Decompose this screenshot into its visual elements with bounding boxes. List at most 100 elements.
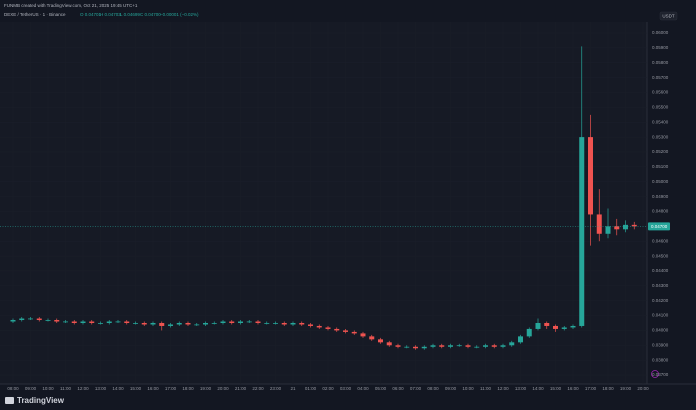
candle-body (141, 322, 147, 325)
ohlc-value: L 0.04699 (120, 12, 140, 17)
candle-body (246, 321, 252, 323)
candle-body (614, 226, 620, 230)
y-tick-label: 0.04400 (652, 268, 669, 273)
candle-body (535, 322, 541, 329)
y-tick-label: 0.05600 (652, 90, 669, 95)
y-tick-label: 0.03700 (652, 372, 669, 377)
candle-body (430, 345, 436, 347)
x-tick-label: 19:00 (200, 386, 212, 391)
candle-body (255, 321, 261, 323)
currency-box[interactable] (659, 11, 678, 21)
candle-body (115, 321, 121, 323)
candle-body (89, 321, 95, 323)
candle-body (351, 331, 357, 334)
ohlc-value: C 0.04700 (140, 12, 161, 17)
x-tick-label: 06:00 (392, 386, 404, 391)
y-tick-label: 0.04300 (652, 283, 669, 288)
x-tick-label: 21:00 (235, 386, 247, 391)
candle-body (465, 345, 471, 347)
x-tick-label: 15:00 (130, 386, 142, 391)
x-tick-label: 12:00 (77, 386, 89, 391)
y-tick-label: 0.04100 (652, 313, 669, 318)
x-tick-label: 11:00 (480, 386, 491, 391)
candle-body (579, 137, 585, 326)
candle-body (124, 321, 130, 323)
y-tick-label: 0.03800 (652, 357, 669, 362)
candle-body (378, 339, 383, 343)
candle-body (168, 324, 173, 326)
candle-body (19, 318, 25, 321)
candle-body (386, 342, 392, 346)
last-price-label: 0.04700 (651, 224, 668, 229)
candle-body (36, 318, 42, 321)
candle-body (491, 345, 497, 347)
candle-body (334, 328, 340, 331)
candle-body (71, 321, 77, 323)
candle-body (439, 345, 445, 347)
x-tick-label: 10:00 (42, 386, 54, 391)
candle-body (404, 346, 410, 348)
candle-body (553, 325, 558, 329)
candle-body (10, 320, 16, 322)
x-tick-label: 20:00 (637, 386, 649, 391)
y-tick-label: 0.04800 (652, 209, 669, 214)
candle-body (159, 322, 165, 326)
y-tick-label: 0.05200 (652, 149, 669, 154)
candle-body (500, 345, 506, 347)
candle-body (605, 226, 611, 234)
candle-body (220, 321, 226, 323)
x-tick-label: 01:00 (305, 386, 317, 391)
candle-body (299, 322, 305, 325)
x-tick-label: 03:00 (340, 386, 352, 391)
plot-area (0, 22, 647, 384)
x-tick-label: 13:00 (515, 386, 527, 391)
candle-body (106, 321, 112, 323)
x-tick-label: 14:00 (112, 386, 124, 391)
x-tick-label: 17:00 (585, 386, 597, 391)
x-tick-label: 16:00 (147, 386, 159, 391)
candle-body (474, 346, 480, 348)
y-tick-label: 0.04000 (652, 328, 669, 333)
candle-body (211, 322, 217, 324)
x-tick-label: 11:00 (60, 386, 71, 391)
x-tick-label: 22:00 (252, 386, 264, 391)
candle-body (264, 322, 270, 324)
candle-body (456, 345, 462, 347)
candle-body (194, 324, 200, 326)
candle-body (343, 330, 348, 332)
y-tick-label: 0.05000 (652, 179, 669, 184)
brand: TradingView (17, 396, 65, 405)
candle-body (54, 320, 60, 322)
last-price-box (648, 222, 670, 231)
y-tick-label: 0.05800 (652, 60, 669, 65)
ohlc-value: H 0.04703 (100, 12, 121, 17)
x-tick-label: 14:00 (532, 386, 544, 391)
candle-body (623, 224, 628, 230)
candle-body (509, 342, 515, 346)
x-tick-label: 09:00 (25, 386, 37, 391)
candle-body (518, 336, 523, 343)
y-tick-label: 0.04900 (652, 194, 669, 199)
candle-body (570, 325, 576, 328)
y-tick-label: 0.05300 (652, 134, 669, 139)
currency[interactable]: USDT (662, 13, 675, 18)
y-tick-label: 0.03900 (652, 342, 669, 347)
x-tick-label: 04:00 (357, 386, 369, 391)
y-tick-label: 0.05400 (652, 119, 669, 124)
x-tick-label: 07:00 (410, 386, 422, 391)
candle-body (150, 322, 156, 325)
candle-body (80, 321, 86, 323)
candle-body (28, 318, 33, 320)
y-tick-label: 0.04600 (652, 238, 669, 243)
symbol: DEXE / TetherUS · 1 · Binance (4, 12, 66, 17)
x-tick-label: 18:00 (602, 386, 614, 391)
candle-body (185, 322, 191, 325)
x-tick-label: 21 (290, 386, 296, 391)
x-tick-label: 19:00 (620, 386, 632, 391)
settings-icon[interactable] (651, 370, 659, 378)
candle-body (596, 214, 602, 234)
x-tick-label: 20:00 (217, 386, 229, 391)
x-tick-label: 15:00 (550, 386, 562, 391)
